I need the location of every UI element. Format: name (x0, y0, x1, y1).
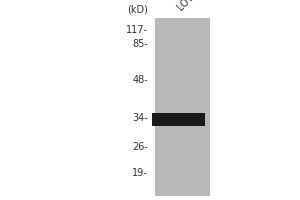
Text: 19-: 19- (132, 168, 148, 178)
Text: LOVO: LOVO (175, 0, 201, 12)
Bar (152, 113, 205, 126)
Text: 85-: 85- (132, 39, 148, 49)
Text: 117-: 117- (126, 25, 148, 35)
Bar (155, 18, 210, 196)
Text: 48-: 48- (132, 75, 148, 85)
Text: 34-: 34- (132, 113, 148, 123)
Text: 26-: 26- (132, 142, 148, 152)
Text: (kD): (kD) (127, 5, 148, 15)
